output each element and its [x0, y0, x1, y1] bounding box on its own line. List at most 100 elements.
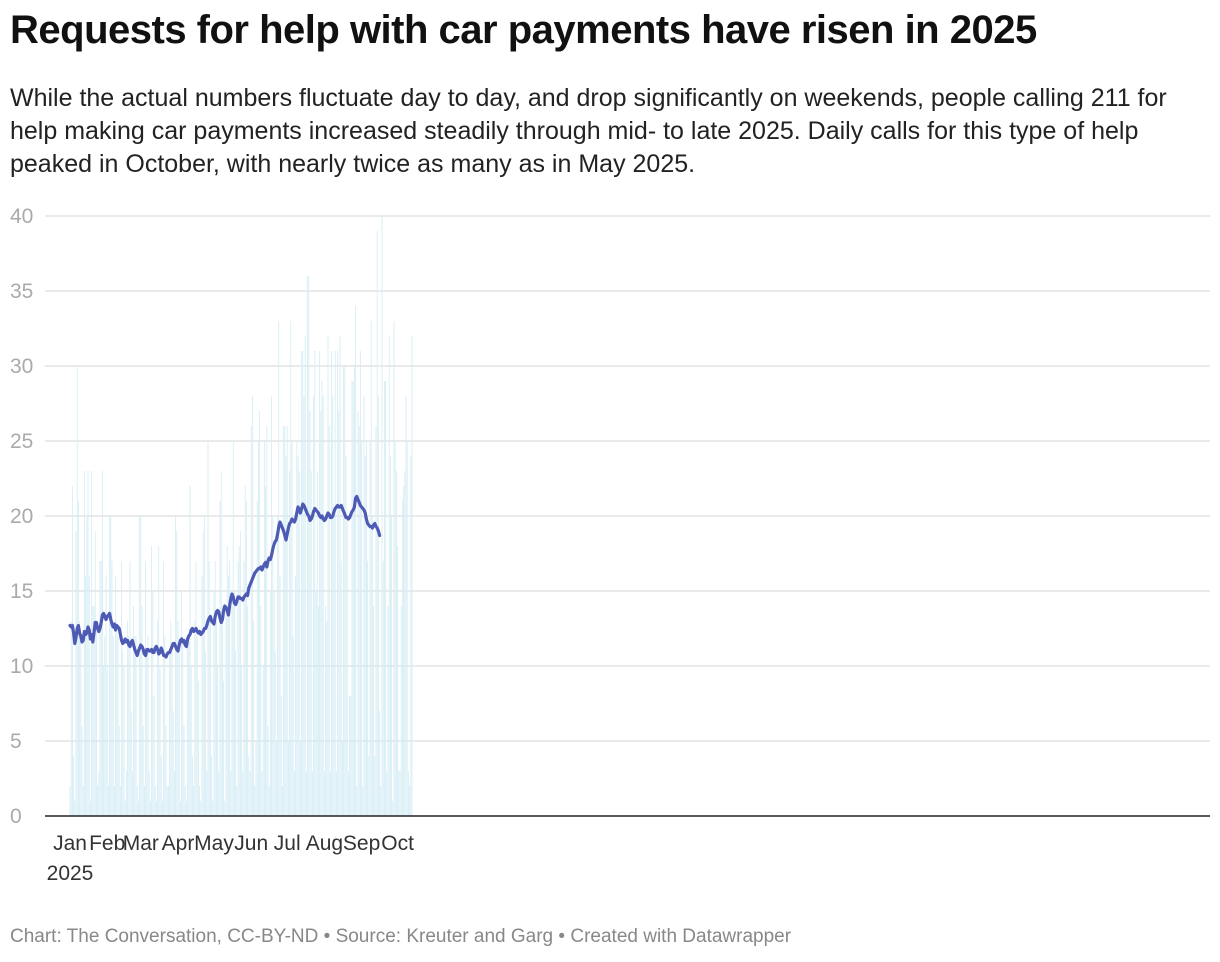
bar-day-44 [122, 651, 124, 816]
bar-day-245 [363, 396, 365, 816]
bar-day-183 [289, 471, 291, 816]
bar-day-48 [127, 621, 129, 816]
bar-day-261 [382, 561, 384, 816]
bar-day-83 [169, 651, 171, 816]
bar-day-100 [189, 486, 191, 816]
bar-day-9 [80, 636, 82, 816]
bar-day-29 [104, 636, 106, 816]
bar-day-269 [392, 801, 394, 816]
bar-day-37 [113, 786, 115, 816]
bar-day-150 [249, 771, 251, 816]
bar-day-185 [291, 441, 293, 816]
bar-day-12 [83, 471, 85, 816]
bar-day-252 [371, 516, 373, 816]
bar-day-88 [175, 516, 177, 816]
bar-day-204 [314, 351, 316, 816]
bar-day-132 [227, 576, 229, 816]
bar-day-28 [103, 666, 105, 816]
bar-day-101 [190, 666, 192, 816]
bar-day-108 [199, 786, 201, 816]
bar-day-97 [185, 801, 187, 816]
bar-day-270 [393, 321, 395, 816]
bar-day-117 [209, 621, 211, 816]
bar-day-195 [303, 396, 305, 816]
bar-day-202 [311, 771, 313, 816]
bar-day-53 [133, 606, 135, 816]
bar-day-2 [71, 486, 73, 816]
bar-day-222 [335, 771, 337, 816]
bar-day-267 [389, 456, 391, 816]
bar-day-124 [218, 771, 220, 816]
bar-day-163 [265, 486, 267, 816]
bar-day-77 [161, 801, 163, 816]
bar-day-162 [263, 441, 265, 816]
bar-day-197 [305, 771, 307, 816]
bar-day-284 [410, 456, 412, 816]
bar-day-114 [206, 771, 208, 816]
bar-day-232 [347, 771, 349, 816]
bar-day-71 [154, 786, 156, 816]
x-tick-label-aug: Aug [306, 832, 343, 855]
bar-day-75 [159, 666, 161, 816]
x-tick-label-may: May [194, 832, 234, 855]
bar-day-282 [407, 771, 409, 816]
bar-day-220 [333, 516, 335, 816]
bar-day-134 [230, 771, 232, 816]
bar-day-154 [254, 786, 256, 816]
bar-day-23 [97, 786, 99, 816]
bar-day-80 [165, 726, 167, 816]
bar-day-79 [164, 636, 166, 816]
bar-day-239 [356, 786, 358, 816]
bar-day-95 [183, 726, 185, 816]
bar-day-17 [89, 801, 91, 816]
bar-day-249 [368, 756, 370, 816]
bar-day-228 [343, 366, 345, 816]
bar-day-156 [256, 501, 258, 816]
bar-day-144 [242, 771, 244, 816]
bar-day-120 [213, 591, 215, 816]
bar-day-157 [257, 441, 259, 816]
bar-day-275 [399, 771, 401, 816]
bar-day-161 [262, 666, 264, 816]
bar-day-265 [387, 606, 389, 816]
bar-day-247 [365, 441, 367, 816]
bar-day-92 [179, 801, 181, 816]
bar-day-184 [290, 321, 292, 816]
bar-day-34 [110, 516, 112, 816]
bar-day-237 [353, 366, 355, 816]
bar-day-172 [275, 741, 277, 816]
bar-day-173 [277, 516, 279, 816]
bar-day-116 [208, 561, 210, 816]
bar-day-110 [201, 576, 203, 816]
bar-day-221 [334, 351, 336, 816]
bar-day-250 [369, 441, 371, 816]
bar-day-210 [321, 381, 323, 816]
bar-day-192 [299, 741, 301, 816]
bar-day-262 [383, 381, 385, 816]
bar-day-181 [286, 426, 288, 816]
bar-day-40 [117, 636, 119, 816]
bar-day-256 [376, 231, 378, 816]
bar-day-281 [406, 441, 408, 816]
bar-day-188 [295, 576, 297, 816]
bar-day-259 [380, 786, 382, 816]
bar-day-214 [326, 621, 328, 816]
bar-day-20 [93, 606, 95, 816]
bar-day-72 [155, 801, 157, 816]
bar-day-206 [316, 471, 318, 816]
bar-day-57 [137, 801, 139, 816]
bar-day-159 [260, 606, 262, 816]
bar-day-278 [403, 486, 405, 816]
bar-day-283 [409, 786, 411, 816]
bar-day-104 [194, 621, 196, 816]
bar-day-236 [352, 381, 354, 816]
bar-day-264 [386, 771, 388, 816]
bar-day-242 [359, 351, 361, 816]
bar-day-285 [411, 336, 413, 816]
bar-day-229 [344, 366, 346, 816]
bar-day-107 [197, 681, 199, 816]
bar-day-224 [338, 411, 340, 816]
bar-day-90 [177, 621, 179, 816]
bar-day-152 [251, 396, 253, 816]
bar-day-167 [269, 591, 271, 816]
